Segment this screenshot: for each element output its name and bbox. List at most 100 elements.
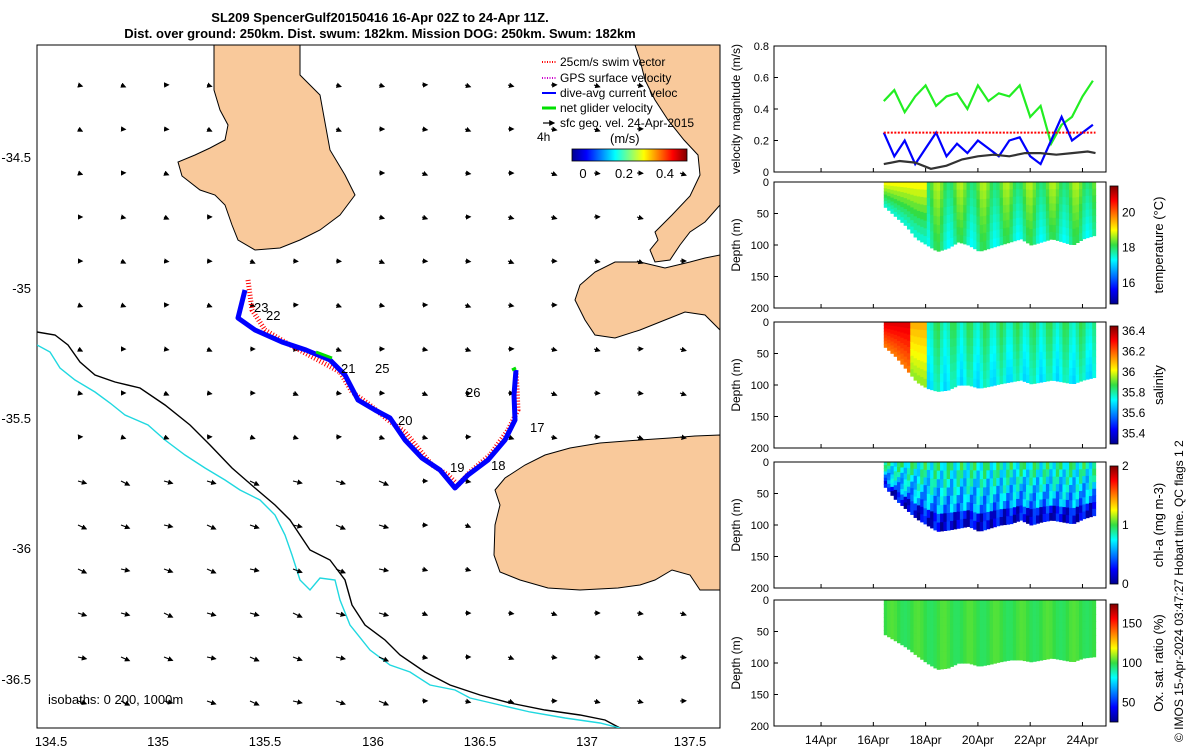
- section-cell: [1062, 652, 1067, 661]
- surface-velocity-arrow: [421, 390, 429, 397]
- section-cell: [936, 242, 941, 252]
- section-cell: [883, 340, 888, 345]
- credit-text: © IMOS 15-Apr-2024 03:47:27 Hobart time.…: [1172, 440, 1186, 742]
- section-cell: [887, 604, 892, 610]
- section-cell: [1088, 343, 1093, 351]
- section-cell: [910, 226, 915, 234]
- section-cell: [893, 326, 898, 332]
- section-cell: [969, 600, 974, 609]
- section-cell: [1026, 220, 1030, 229]
- section-cell: [969, 206, 974, 215]
- section-cell: [1069, 352, 1073, 361]
- section-cell: [1045, 622, 1050, 630]
- section-cell: [890, 633, 895, 640]
- section-cell: [887, 480, 892, 485]
- section-cell: [883, 612, 888, 618]
- section-cell: [916, 352, 921, 361]
- section-cell: [996, 600, 1001, 609]
- section-cell: [1022, 322, 1027, 330]
- section-cell: [897, 462, 901, 468]
- section-cell: [949, 608, 954, 618]
- section-cell: [1082, 614, 1087, 623]
- section-cell: [1049, 621, 1054, 630]
- section-cell: [1029, 623, 1034, 632]
- section-cell: [1039, 182, 1044, 191]
- section-cell: [1092, 482, 1097, 490]
- y-tick-label: 0: [763, 317, 769, 329]
- section-cell: [1026, 630, 1030, 639]
- section-cell: [923, 623, 928, 632]
- y-tick-label: 150: [751, 552, 769, 564]
- section-cell: [1055, 358, 1060, 367]
- map-x-tick: 135.5: [249, 734, 282, 749]
- surface-velocity-arrow: [550, 346, 558, 352]
- section-cell: [983, 495, 987, 505]
- surface-velocity-arrow: [77, 611, 88, 617]
- section-cell: [953, 220, 958, 230]
- section-cell: [1022, 514, 1027, 523]
- section-cell: [1042, 614, 1047, 623]
- map-x-tick: 137: [576, 734, 598, 749]
- section-cell: [1055, 225, 1060, 234]
- section-cell: [1079, 505, 1083, 514]
- section-cell: [1055, 182, 1060, 190]
- section-cell: [989, 639, 994, 649]
- section-cell: [1088, 649, 1093, 658]
- section-cell: [1039, 359, 1044, 368]
- section-cell: [1072, 375, 1077, 384]
- section-cell: [992, 377, 997, 386]
- section-cell: [1085, 371, 1090, 380]
- section-cell: [897, 600, 901, 606]
- section-cell: [926, 182, 931, 191]
- section-cell: [1059, 499, 1064, 508]
- section-cell: [986, 338, 991, 347]
- section-cell: [1069, 645, 1073, 655]
- surface-velocity-arrow: [77, 82, 84, 88]
- surface-velocity-arrow: [292, 479, 303, 485]
- section-cell: [1032, 485, 1037, 494]
- section-cell: [983, 322, 987, 331]
- section-cell: [893, 351, 898, 357]
- section-cell: [890, 205, 895, 210]
- section-cell: [1012, 351, 1017, 360]
- section-cell: [966, 345, 971, 355]
- y-tick-label: 100: [751, 520, 769, 532]
- section-cell: [1055, 196, 1060, 205]
- section-cell: [890, 491, 895, 496]
- section-cell: [926, 623, 931, 633]
- section-cell: [1032, 213, 1037, 222]
- section-cell: [996, 197, 1001, 207]
- section-cell: [1092, 649, 1097, 658]
- section-cell: [996, 337, 1001, 346]
- section-cell: [999, 469, 1004, 479]
- section-cell: [897, 326, 901, 333]
- section-cell: [1052, 373, 1057, 381]
- section-cell: [897, 200, 901, 206]
- surface-velocity-arrow: [335, 568, 346, 574]
- section-cell: [973, 495, 978, 505]
- section-cell: [999, 221, 1004, 230]
- section-cell: [1062, 607, 1067, 616]
- section-cell: [986, 648, 991, 658]
- section-cell: [986, 608, 991, 617]
- section-cell: [1045, 218, 1050, 227]
- section-cell: [1035, 607, 1040, 616]
- section-cell: [1069, 600, 1073, 609]
- section-cell: [923, 485, 928, 494]
- section-cell: [949, 504, 954, 514]
- section-cell: [1042, 476, 1047, 485]
- section-cell: [966, 229, 971, 238]
- surface-velocity-arrow: [636, 698, 644, 705]
- section-cell: [1002, 653, 1007, 662]
- section-cell: [986, 503, 991, 513]
- section-cell: [900, 217, 905, 223]
- section-cell: [1035, 492, 1040, 501]
- section-cell: [1049, 365, 1054, 374]
- section-cell: [893, 466, 898, 472]
- surface-velocity-arrow: [507, 258, 515, 265]
- section-cell: [1035, 359, 1040, 369]
- section-cell: [956, 226, 961, 236]
- section-cell: [1012, 233, 1017, 242]
- surface-velocity-arrow: [77, 479, 88, 485]
